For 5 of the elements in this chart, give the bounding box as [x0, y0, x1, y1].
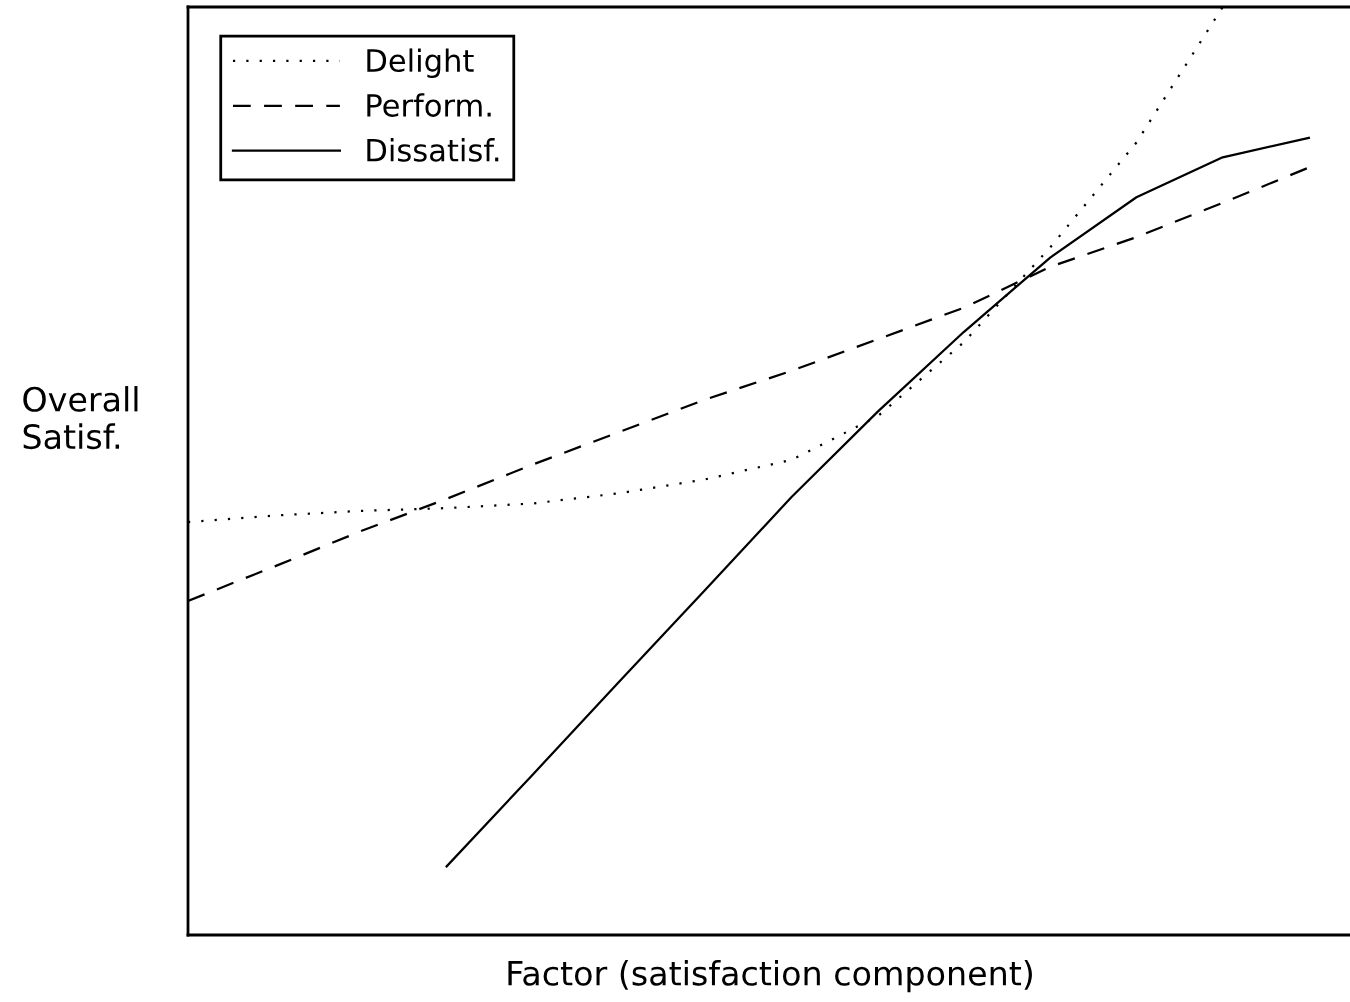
y-axis-title: Overall Satisf.: [23, 386, 138, 450]
legend-label: Perform.: [367, 93, 491, 117]
legend-label: Dissatisf.: [367, 138, 499, 162]
legend-label: Delight: [367, 48, 474, 78]
x-axis-title: Factor (satisfaction component): [508, 960, 1032, 993]
